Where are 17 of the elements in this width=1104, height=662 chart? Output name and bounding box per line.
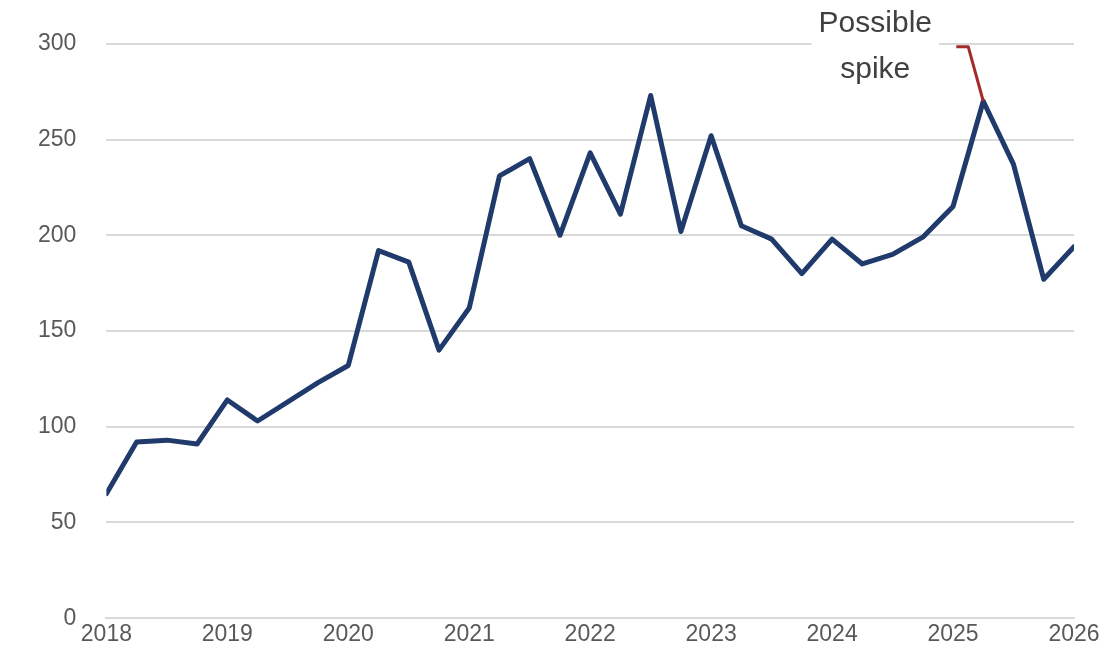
x-tick-label: 2022 [564,620,616,647]
x-tick-label: 2026 [1048,620,1100,647]
x-tick-label: 2024 [806,620,858,647]
x-tick-label: 2025 [927,620,979,647]
x-tick-label: 2021 [443,620,495,647]
y-tick-label: 300 [38,29,77,56]
x-tick-label: 2018 [80,620,132,647]
y-tick-label: 0 [63,603,77,630]
y-tick-label: 200 [38,220,77,247]
y-tick-label: 250 [38,124,77,151]
annotation: Possible spike [818,5,932,85]
x-tick-label: 2019 [201,620,253,647]
y-tick-label: 100 [38,412,77,439]
y-tick-label: 150 [38,316,77,343]
x-tick-label: 2023 [685,620,737,647]
y-tick-label: 50 [50,507,77,534]
x-tick-label: 2020 [322,620,374,647]
